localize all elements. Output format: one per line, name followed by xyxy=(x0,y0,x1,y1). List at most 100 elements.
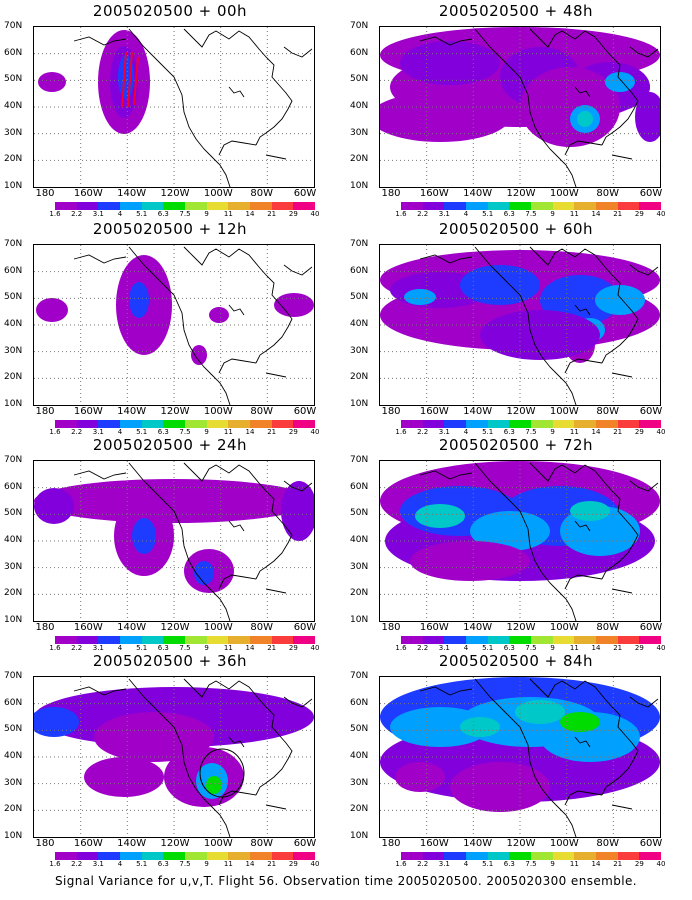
x-tick-label: 120W xyxy=(506,406,536,417)
coastline xyxy=(529,28,626,86)
colorbar-label: 4 xyxy=(117,644,123,652)
colorbar-swatch xyxy=(250,636,272,644)
coastline xyxy=(255,734,293,796)
colorbar-label: 2.2 xyxy=(71,210,83,218)
coastline xyxy=(629,46,659,58)
colorbar-swatch xyxy=(574,420,597,428)
colorbar-swatch xyxy=(596,852,618,860)
colorbar-swatch xyxy=(531,852,553,860)
colorbar-swatch xyxy=(552,636,575,644)
x-tick-label: 180 xyxy=(381,188,401,199)
variance-contour-region xyxy=(84,757,164,797)
colorbar-label: 21 xyxy=(613,644,623,652)
colorbar-label: 5.1 xyxy=(136,428,148,436)
colorbar-swatch xyxy=(98,420,121,428)
colorbar-swatch xyxy=(466,420,488,428)
colorbar-swatch xyxy=(120,852,142,860)
y-tick-label: 40N xyxy=(350,751,369,761)
x-tick-label: 140W xyxy=(463,838,493,849)
coastline xyxy=(73,36,127,46)
y-tick-label: 20N xyxy=(350,372,369,383)
colorbar-label: 29 xyxy=(634,210,644,218)
x-tick-label: 120W xyxy=(506,188,536,199)
coastline xyxy=(228,520,245,532)
colorbar-label: 4 xyxy=(117,428,123,436)
colorbar-label: 29 xyxy=(634,428,644,436)
variance-map-svg xyxy=(380,461,660,621)
x-tick-label: 180 xyxy=(35,838,55,849)
variance-contour-region xyxy=(450,762,550,812)
colorbar-swatch xyxy=(185,202,207,210)
colorbar-swatch xyxy=(141,636,164,644)
y-tick-label: 20N xyxy=(4,804,23,815)
variance-contour-region xyxy=(415,504,465,528)
colorbar-label: 7.5 xyxy=(525,860,537,868)
y-tick-label: 30N xyxy=(4,561,23,572)
map-panel-84h: 2005020500 + 84h 70N 60N 50N 40N 30N 20N 10N 180… xyxy=(346,650,686,868)
coastline xyxy=(128,678,231,837)
colorbar-swatch xyxy=(422,636,445,644)
colorbar-swatch xyxy=(639,852,662,860)
coastline xyxy=(183,28,280,86)
colorbar-label: 9 xyxy=(550,210,555,218)
x-tick-label: 100W xyxy=(203,622,233,633)
x-tick-label: 120W xyxy=(160,406,190,417)
colorbar-swatch xyxy=(120,420,142,428)
x-tick-label: 100W xyxy=(549,188,579,199)
x-tick-label: 60W xyxy=(293,406,317,417)
colorbar-swatch xyxy=(250,202,272,210)
colorbar-label: 9 xyxy=(204,644,209,652)
variance-contour-region xyxy=(410,541,530,581)
variance-contour-region xyxy=(34,707,79,737)
x-tick-label: 100W xyxy=(549,622,579,633)
colorbar-label: 29 xyxy=(288,860,298,868)
y-tick-label: 60N xyxy=(350,481,369,492)
colorbar-label: 21 xyxy=(613,428,623,436)
colorbar-label: 14 xyxy=(591,644,601,652)
y-tick-label: 40N xyxy=(350,101,369,111)
colorbar-label: 40 xyxy=(310,644,320,652)
colorbar-label: 1.6 xyxy=(395,644,407,652)
x-tick-label: 180 xyxy=(35,406,55,417)
colorbar-swatch xyxy=(509,420,532,428)
colorbar-label: 6.3 xyxy=(157,644,169,652)
colorbar xyxy=(55,636,316,644)
coastline xyxy=(283,46,313,58)
variance-contour-region xyxy=(34,488,74,524)
map-plot-area xyxy=(33,460,315,622)
colorbar-label: 6.3 xyxy=(503,860,515,868)
variance-map-svg xyxy=(34,27,314,187)
flight-track xyxy=(121,51,127,108)
x-tick-label: 100W xyxy=(203,188,233,199)
colorbar-label: 9 xyxy=(550,428,555,436)
colorbar-label: 3.1 xyxy=(438,428,450,436)
coastline xyxy=(564,140,603,156)
colorbar-labels: 1.6 2.2 3.1 4 5.1 6.3 7.5 9 11 14 21 29 40 xyxy=(395,644,665,654)
x-tick-label: 160W xyxy=(419,838,449,849)
variance-contour-region xyxy=(395,762,445,792)
colorbar-label: 1.6 xyxy=(49,210,61,218)
x-tick-label: 140W xyxy=(463,188,493,199)
colorbar-swatch xyxy=(639,202,662,210)
y-tick-label: 60N xyxy=(350,697,369,708)
colorbar-label: 21 xyxy=(267,644,277,652)
colorbar-label: 11 xyxy=(223,644,233,652)
coastline xyxy=(611,372,633,378)
map-panel-12h: 2005020500 + 12h 70N 60N 50N 40N 30N 20N 10N 180… xyxy=(0,218,340,436)
colorbar-swatch xyxy=(293,636,316,644)
y-tick-label: 70N xyxy=(350,455,369,465)
variance-contour-region xyxy=(570,501,610,521)
y-tick-label: 70N xyxy=(4,455,23,465)
colorbar-swatch xyxy=(552,852,575,860)
y-tick-label: 70N xyxy=(4,21,23,31)
variance-map-svg xyxy=(34,461,314,621)
coastline xyxy=(73,254,127,264)
panel-title: 2005020500 + 24h xyxy=(92,436,248,454)
y-tick-label: 30N xyxy=(4,345,23,356)
colorbar-label: 3.1 xyxy=(92,644,104,652)
coastline xyxy=(228,86,245,98)
coastline xyxy=(265,372,287,378)
colorbar-label: 21 xyxy=(267,860,277,868)
colorbar-swatch xyxy=(531,420,553,428)
x-tick-label: 160W xyxy=(73,622,103,633)
